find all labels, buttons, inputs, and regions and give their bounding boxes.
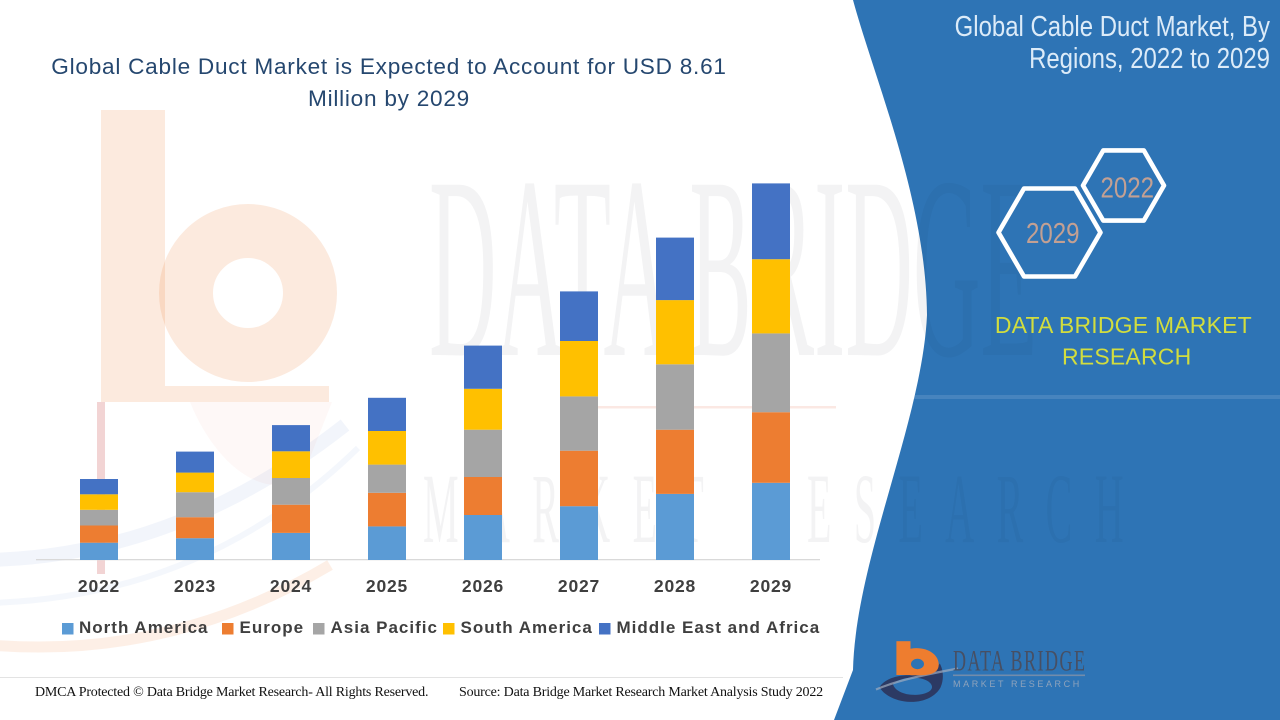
svg-text:2029: 2029	[750, 576, 792, 596]
svg-text:2025: 2025	[366, 576, 408, 596]
svg-text:2027: 2027	[558, 576, 600, 596]
svg-text:Middle East and Africa: Middle East and Africa	[617, 618, 821, 637]
svg-text:South America: South America	[461, 618, 593, 637]
svg-text:Asia Pacific: Asia Pacific	[331, 618, 438, 637]
svg-text:MARKET RESEARCH: MARKET RESEARCH	[953, 679, 1082, 689]
svg-text:2022: 2022	[1100, 171, 1154, 204]
svg-text:RESEARCH: RESEARCH	[1062, 344, 1191, 370]
svg-text:DATA BRIDGE: DATA BRIDGE	[953, 645, 1085, 678]
svg-text:North America: North America	[79, 618, 209, 637]
svg-text:2023: 2023	[174, 576, 216, 596]
svg-text:Europe: Europe	[240, 618, 305, 637]
svg-text:2024: 2024	[270, 576, 312, 596]
svg-text:2029: 2029	[1026, 217, 1080, 250]
svg-text:2022: 2022	[78, 576, 120, 596]
svg-text:DATA BRIDGE MARKET: DATA BRIDGE MARKET	[995, 312, 1252, 338]
svg-text:2028: 2028	[654, 576, 696, 596]
svg-text:2026: 2026	[462, 576, 504, 596]
